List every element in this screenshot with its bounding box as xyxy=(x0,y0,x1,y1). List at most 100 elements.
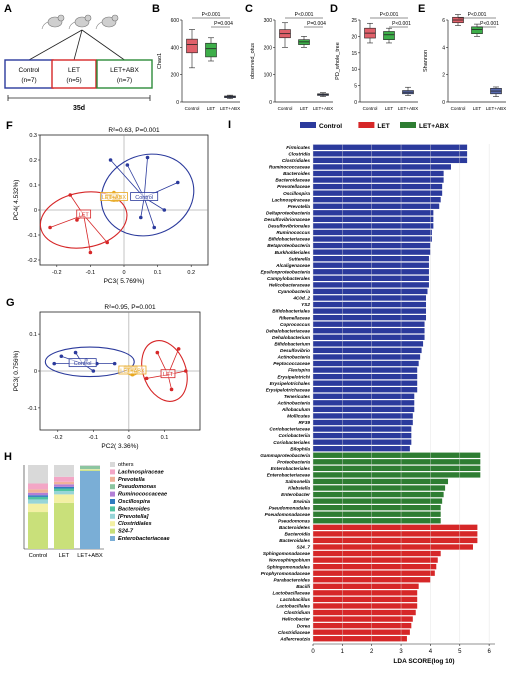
legend-swatch xyxy=(358,122,375,128)
box xyxy=(383,31,395,40)
sample-point xyxy=(183,369,188,373)
lda-taxon-label: Enterobacteriales xyxy=(271,466,311,471)
lda-taxon-label: Coriobacteriia xyxy=(278,433,310,438)
sample-point xyxy=(155,350,160,355)
panel-letter-h: H xyxy=(4,451,12,463)
sample-point xyxy=(48,225,52,230)
y-tick-label: 0.2 xyxy=(29,158,37,164)
lda-taxon-label: Dorea xyxy=(297,623,311,628)
y-tick-label: 15 xyxy=(351,51,357,57)
x-tick-label: LET+ABX xyxy=(398,106,418,111)
lda-bar xyxy=(313,328,425,334)
centroid-label: LET+ABX xyxy=(120,369,145,375)
lda-bar xyxy=(313,295,427,301)
y-axis-label: observed_otus xyxy=(250,43,256,79)
lda-taxon-label: Erwinia xyxy=(293,499,310,504)
lda-bar xyxy=(313,439,412,445)
p-value-top: P<0.001 xyxy=(295,12,314,18)
lda-bar xyxy=(313,177,444,183)
mouse-tail xyxy=(68,21,76,30)
lda-bar xyxy=(313,603,418,609)
y-tick-label: -0.2 xyxy=(28,258,37,264)
panel-letter: B xyxy=(152,3,160,15)
lda-bar xyxy=(313,314,427,321)
lda-taxon-label: Erysipelotrichi xyxy=(277,374,310,379)
stack-segment xyxy=(80,470,100,471)
lda-bar xyxy=(313,269,429,275)
x-tick-label: 0.2 xyxy=(187,270,195,276)
lda-taxon-label: Coprococcus xyxy=(280,322,310,327)
lda-bar xyxy=(313,183,443,190)
lda-bar xyxy=(313,216,434,223)
pcoa-annotation: R²=0.95, P=0.001 xyxy=(104,304,156,311)
sample-point xyxy=(139,215,143,220)
y-tick-label: 0.1 xyxy=(29,183,37,189)
y-tick-label: 6 xyxy=(442,18,445,24)
y-tick-label: 2 xyxy=(442,73,445,79)
x-tick-label: LET xyxy=(473,106,482,111)
centroid-label-box xyxy=(130,192,159,201)
legend-label: Enterobacteriaceae xyxy=(118,536,170,542)
x-tick-label: LET+ABX xyxy=(486,106,506,111)
x-tick-label: -0.1 xyxy=(89,435,98,441)
lda-taxon-label: Bacilli xyxy=(296,584,311,589)
lda-bar xyxy=(313,557,438,563)
p-value-second: P<0.001 xyxy=(480,21,499,27)
lda-bar xyxy=(313,446,410,452)
group-name: LET+ABX xyxy=(110,67,139,74)
lda-bar xyxy=(313,524,478,531)
lda-bar xyxy=(313,334,425,340)
duration-label: 35d xyxy=(73,105,85,112)
lda-bar xyxy=(313,236,432,242)
x-axis-label: PC2( 3.36%) xyxy=(101,443,138,450)
sample-point xyxy=(88,250,93,255)
lda-bar xyxy=(313,465,481,472)
box xyxy=(471,26,483,34)
spider-line xyxy=(143,157,148,198)
lda-bar xyxy=(313,419,413,426)
lda-taxon-label: Alcaligenaceae xyxy=(275,263,310,268)
lda-taxon-label: Dehalobacteriaceae xyxy=(266,328,310,333)
group-ellipse xyxy=(100,153,195,237)
centroid-label: LET xyxy=(163,372,174,378)
lda-taxon-label: Bacteroides xyxy=(283,171,310,176)
lda-taxon-label: Sphingomonadales xyxy=(267,564,311,569)
stack-segment xyxy=(28,465,48,484)
lda-bar xyxy=(313,518,441,524)
group-ellipse xyxy=(39,191,128,249)
lda-bar xyxy=(313,426,412,432)
lda-bar xyxy=(313,373,418,380)
y-tick-label: 200 xyxy=(171,73,180,79)
lda-bar xyxy=(313,537,478,544)
p-value-second: P<0.001 xyxy=(392,21,411,27)
mouse-tail xyxy=(41,21,49,30)
lda-taxon-label: Clostridiales xyxy=(282,158,311,163)
lda-bar xyxy=(313,223,434,229)
lda-taxon-label: Helicobacteraceae xyxy=(269,283,311,288)
lda-taxon-label: Lactobacillus xyxy=(280,597,310,602)
spider-line xyxy=(83,214,108,243)
x-tick-label: 3 xyxy=(399,649,403,655)
lda-taxon-label: Helicobacter xyxy=(282,617,311,622)
stack-segment xyxy=(28,512,48,549)
panel-letter: C xyxy=(245,3,253,15)
y-tick-label: 0.1 xyxy=(29,332,37,338)
alpha-panel-b: B 0 200 400 600 Chao1 Control LET LET+ABX P<0.001… xyxy=(152,3,240,111)
stack-segment xyxy=(28,496,48,500)
x-tick-label: LET xyxy=(385,106,394,111)
lda-taxon-label: Prevotellaceae xyxy=(277,184,310,189)
y-tick-label: 0 xyxy=(34,369,37,375)
x-tick-label: LET+ABX xyxy=(313,106,333,111)
lda-bar xyxy=(313,387,418,393)
y-tick-label: 200 xyxy=(264,45,273,51)
centroid-label-box xyxy=(160,369,176,379)
x-tick-label: Control xyxy=(363,106,378,111)
lda-bar xyxy=(313,400,415,406)
lda-bar xyxy=(313,609,416,616)
stack-segment xyxy=(54,486,74,489)
legend-swatch xyxy=(110,491,115,497)
lda-taxon-label: Bifidobacteriales xyxy=(272,309,310,314)
lda-taxon-label: Bacteroidetes xyxy=(279,525,310,530)
x-tick-label: 0.1 xyxy=(154,270,162,276)
